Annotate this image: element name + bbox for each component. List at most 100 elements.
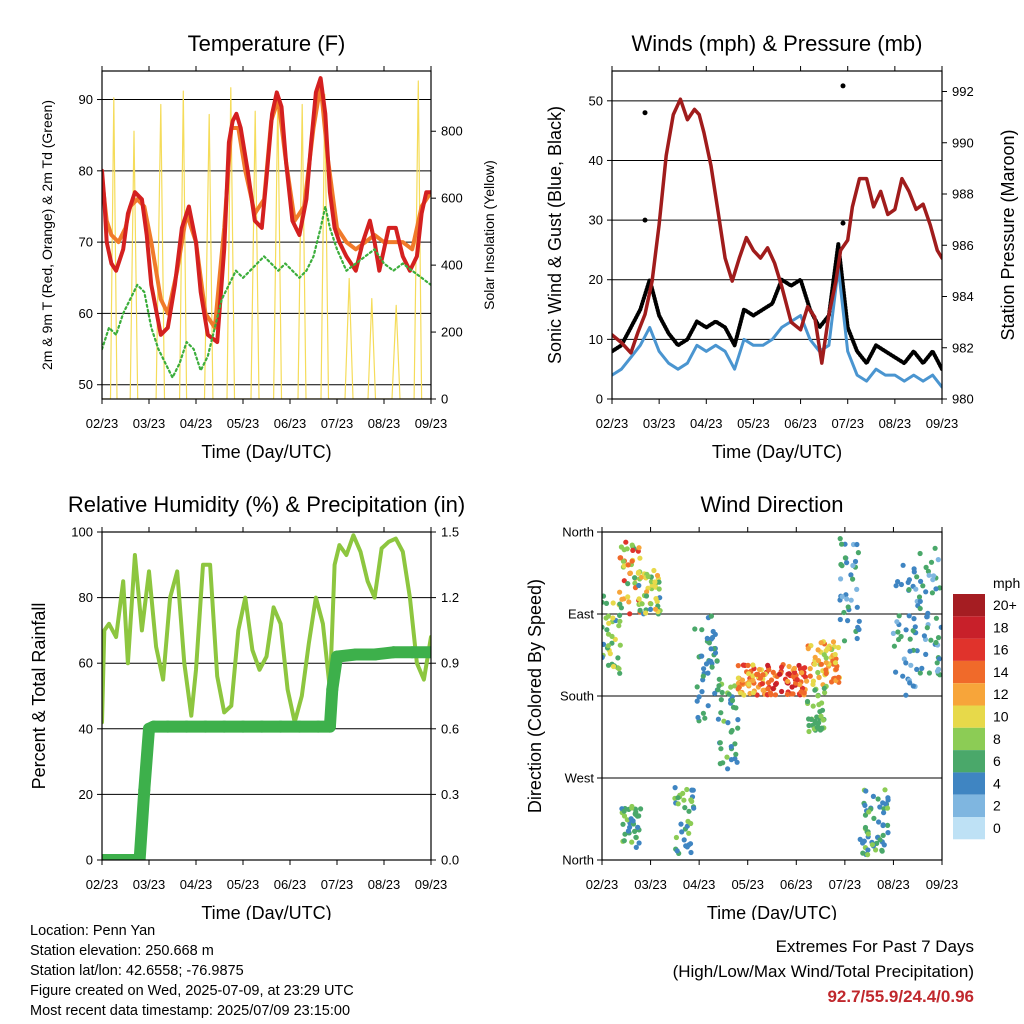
direction-point [924, 614, 930, 620]
direction-point [629, 805, 635, 811]
y-tick-label-left: 40 [79, 721, 93, 736]
direction-point [602, 624, 605, 630]
direction-point [603, 600, 610, 607]
direction-point [934, 660, 940, 666]
direction-point [610, 663, 617, 670]
direction-point [699, 689, 705, 695]
direction-point [837, 616, 843, 623]
direction-point [911, 569, 917, 575]
direction-point [903, 692, 909, 698]
direction-point [735, 717, 741, 723]
y-tick-label-left: 50 [589, 93, 603, 108]
direction-point [627, 570, 634, 576]
direction-point [832, 651, 838, 658]
direction-point [869, 842, 876, 848]
panel-temperature: Temperature (F) Time (Day/UTC) 02/23 03/23 0… [39, 31, 497, 462]
direction-point [629, 839, 635, 845]
direction-point [842, 555, 849, 561]
gust-outlier-point [840, 220, 846, 226]
direction-point [728, 744, 734, 750]
direction-point [882, 787, 888, 793]
direction-point [678, 821, 684, 827]
direction-point [729, 697, 736, 704]
direction-point [633, 809, 639, 815]
direction-point [717, 761, 723, 767]
direction-point [750, 690, 757, 696]
colorbar-label: 16 [993, 642, 1009, 658]
direction-point [807, 673, 813, 679]
direction-point [865, 852, 871, 858]
y-tick-label-right: 1.5 [441, 525, 459, 540]
direction-point [854, 541, 860, 548]
elevation-text: Station elevation: 250.668 m [30, 943, 214, 959]
y-tick-label-left: 90 [79, 92, 93, 107]
direction-point [712, 650, 719, 656]
direction-point [725, 720, 731, 726]
direction-point [895, 579, 901, 585]
colorbar-label: 6 [993, 753, 1001, 769]
direction-point [691, 805, 697, 811]
y-tick-label-right: 0.3 [441, 787, 459, 802]
direction-point [674, 848, 680, 854]
direction-point [645, 573, 651, 580]
direction-point [737, 690, 744, 696]
y-tick-label-left: 60 [79, 306, 93, 321]
direction-point [854, 586, 860, 593]
x-tick-label: 06/23 [274, 877, 307, 892]
direction-point [845, 604, 851, 610]
direction-point [784, 691, 791, 698]
direction-point [733, 751, 739, 757]
x-tick-label: 07/23 [831, 416, 864, 431]
colorbar-swatch [953, 638, 985, 661]
colorbar-swatch [953, 750, 985, 773]
direction-point [656, 579, 662, 585]
pressure-series [612, 97, 942, 365]
direction-point [621, 838, 627, 844]
direction-point [932, 545, 938, 551]
direction-point [814, 724, 820, 731]
colorbar-swatch [953, 772, 985, 795]
direction-point [815, 658, 822, 664]
direction-point [625, 828, 632, 834]
direction-point [715, 687, 721, 693]
y-tick-label-right: 800 [441, 124, 463, 139]
direction-point [653, 596, 659, 602]
direction-point [633, 834, 639, 840]
direction-point [617, 670, 623, 676]
direction-point [688, 849, 694, 856]
direction-point [651, 567, 657, 574]
direction-point [812, 661, 818, 667]
direction-point [852, 558, 859, 565]
direction-point [765, 662, 771, 669]
direction-point [772, 692, 779, 698]
x-tick-label: 02/23 [586, 877, 619, 892]
colorbar-swatch [953, 727, 985, 751]
direction-point [933, 586, 939, 592]
x-tick-label: 03/23 [634, 877, 667, 892]
x-tick-label: 06/23 [274, 416, 307, 431]
x-tick-label: 08/23 [368, 416, 401, 431]
x-axis-label: Time (Day/UTC) [707, 903, 837, 920]
precip-series [102, 646, 431, 860]
direction-point [604, 627, 610, 633]
direction-point [709, 664, 715, 670]
direction-point [836, 674, 842, 681]
y-tick-label-left: 0 [596, 392, 603, 407]
direction-point [850, 576, 856, 582]
direction-point [862, 802, 868, 809]
direction-point [807, 666, 813, 672]
direction-point [839, 541, 845, 547]
direction-point [708, 646, 714, 652]
direction-point [841, 609, 847, 616]
direction-point [718, 710, 724, 716]
direction-point [648, 601, 654, 607]
direction-point [638, 806, 644, 812]
direction-point [692, 626, 698, 632]
direction-point [618, 555, 624, 561]
direction-point [610, 600, 616, 606]
direction-point [745, 662, 751, 669]
direction-point [913, 586, 919, 592]
direction-point [845, 618, 851, 624]
direction-point [739, 677, 746, 683]
